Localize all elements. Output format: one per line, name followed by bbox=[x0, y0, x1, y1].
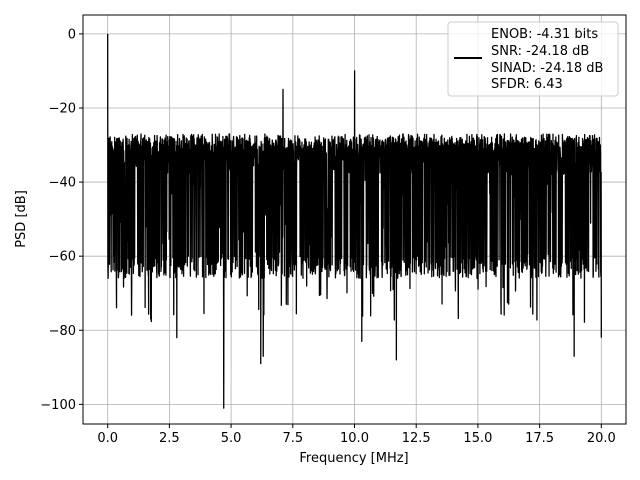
x-axis-label: Frequency [MHz] bbox=[299, 451, 408, 466]
legend-sfdr: SFDR: 6.43 bbox=[491, 77, 563, 92]
x-tick-label: 2.5 bbox=[159, 431, 180, 446]
legend-snr: SNR: -24.18 dB bbox=[491, 44, 589, 59]
x-tick-label: 15.0 bbox=[463, 431, 492, 446]
x-tick-label: 20.0 bbox=[587, 431, 616, 446]
y-tick-label: −80 bbox=[49, 324, 76, 339]
legend-box bbox=[447, 21, 619, 97]
x-tick-label: 7.5 bbox=[282, 431, 303, 446]
x-tick-label: 10.0 bbox=[340, 431, 369, 446]
legend: ENOB: -4.31 bits SNR: -24.18 dB SINAD: -… bbox=[447, 21, 619, 97]
x-tick-label: 5.0 bbox=[221, 431, 242, 446]
y-axis-label: PSD [dB] bbox=[14, 190, 29, 248]
y-axis: 0 −20 −40 −60 −80 −100 bbox=[40, 27, 83, 413]
plot-area bbox=[107, 33, 602, 409]
y-tick-label: −100 bbox=[40, 398, 76, 413]
x-tick-label: 17.5 bbox=[525, 431, 554, 446]
x-axis: 0.0 2.5 5.0 7.5 10.0 12.5 15.0 17.5 20.0 bbox=[97, 424, 616, 446]
x-tick-label: 0.0 bbox=[97, 431, 118, 446]
y-tick-label: −40 bbox=[49, 176, 76, 191]
legend-sinad: SINAD: -24.18 dB bbox=[491, 61, 603, 76]
y-tick-label: −20 bbox=[49, 101, 76, 116]
y-tick-label: −60 bbox=[49, 250, 76, 265]
legend-enob: ENOB: -4.31 bits bbox=[491, 27, 598, 42]
y-tick-label: 0 bbox=[68, 27, 76, 42]
psd-series-line bbox=[107, 33, 602, 409]
x-tick-label: 12.5 bbox=[402, 431, 431, 446]
